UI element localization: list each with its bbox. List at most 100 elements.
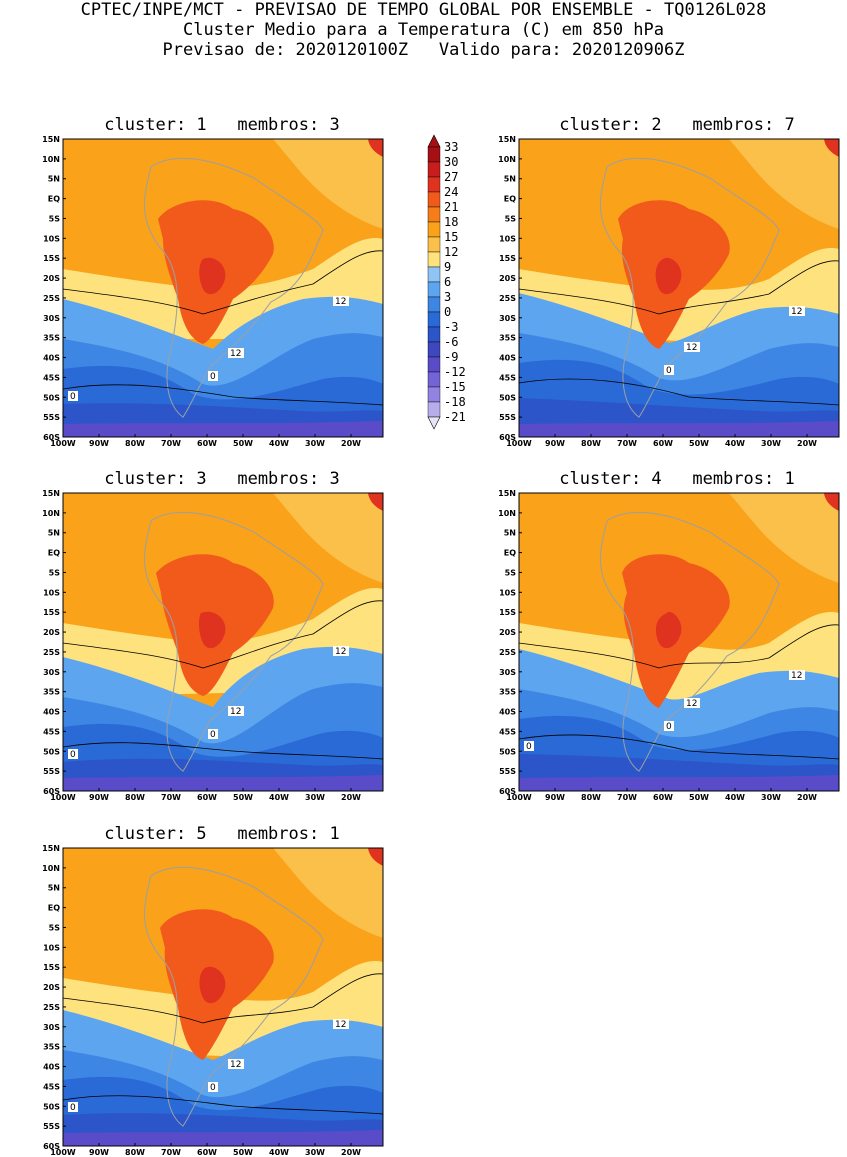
x-tick-label: 50W [233, 1148, 253, 1157]
contour-label-bg [208, 729, 218, 739]
coastline [144, 511, 324, 772]
contour-12 [62, 600, 384, 669]
hot-spot [199, 966, 226, 1004]
x-tick-label: 40W [725, 439, 745, 448]
y-tick-label: 15S [499, 254, 516, 263]
y-tick-label: 10S [499, 588, 516, 597]
y-tick-label: EQ [48, 904, 60, 913]
y-tick-label: 50S [43, 393, 60, 402]
y-tick-label: 15N [498, 489, 516, 498]
contour-label-bg [684, 342, 700, 352]
y-tick-label: 30S [43, 668, 60, 677]
contour-label: 12 [230, 349, 241, 359]
mild-region [729, 493, 839, 583]
mild-region [273, 848, 383, 938]
map-panel-4: 12 12 0 0 15N 10N 5N EQ 5S 10S 15S 20S 25S 30S 35S 40S 4… [498, 489, 840, 802]
contour-label-bg [68, 391, 78, 401]
x-tick-label: 30W [305, 793, 325, 802]
colorbar-bottom-arrow [427, 416, 441, 430]
purple-region [519, 775, 839, 791]
contour-0 [518, 734, 840, 760]
x-tick-label: 60W [653, 439, 673, 448]
y-tick-label: 30S [499, 668, 516, 677]
contour-12 [62, 250, 384, 315]
y-tick-label: 5S [49, 214, 61, 223]
hot-spot [199, 257, 226, 295]
x-tick-label: 80W [125, 793, 145, 802]
map-frame [518, 492, 840, 792]
colorbar-level-label: 30 [444, 155, 458, 169]
y-tick-label: 5N [504, 529, 516, 538]
y-tick-label: 40S [43, 708, 60, 717]
x-tick-label: 40W [269, 1148, 289, 1157]
y-tick-label: 5S [49, 568, 61, 577]
y-tick-label: 55S [43, 1122, 60, 1131]
x-tick-label: 80W [125, 439, 145, 448]
y-tick-label: 15S [43, 963, 60, 972]
y-tick-label: 60S [499, 433, 516, 442]
colorbar-swatch [427, 386, 441, 403]
contour-12 [518, 624, 840, 669]
purple-region [63, 775, 383, 791]
y-tick-label: 35S [43, 688, 60, 697]
panel-3-title: cluster: 3 membros: 3 [104, 469, 340, 489]
header-line-3: Previsao de: 2020120100Z Valido para: 20… [162, 40, 685, 60]
contour-label: 12 [686, 699, 697, 709]
y-tick-label: 35S [499, 334, 516, 343]
y-tick-label: 45S [499, 727, 516, 736]
y-tick-label: 45S [43, 727, 60, 736]
x-tick-label: 70W [617, 793, 637, 802]
contour-label: 12 [791, 671, 802, 681]
contour-label-bg [68, 1102, 78, 1112]
y-tick-label: 10N [498, 155, 516, 164]
colorbar-level-label: -21 [444, 410, 466, 424]
contour-label: 0 [70, 750, 76, 760]
y-tick-label: 5N [48, 175, 60, 184]
x-tick-label: 90W [89, 1148, 109, 1157]
colorbar-level-label: -3 [444, 320, 458, 334]
contour-label-bg [789, 306, 805, 316]
y-tick-label: 20S [43, 628, 60, 637]
colorbar-swatch [427, 311, 441, 328]
x-tick-label: 20W [341, 1148, 361, 1157]
y-tick-label: 50S [43, 747, 60, 756]
mild-region [729, 139, 839, 229]
y-tick-label: 15S [43, 254, 60, 263]
contour-label: 0 [70, 1103, 76, 1113]
colorbar-swatch [427, 371, 441, 388]
x-tick-label: 20W [797, 793, 817, 802]
y-tick-label: 50S [499, 747, 516, 756]
y-tick-label: 10N [498, 509, 516, 518]
contour-12 [62, 973, 384, 1024]
x-tick-label: 40W [269, 793, 289, 802]
contour-label: 0 [210, 730, 216, 740]
corner-hot-spot [368, 848, 383, 866]
contour-0 [62, 742, 384, 760]
y-tick-label: 35S [43, 334, 60, 343]
purple-region [63, 421, 383, 437]
colorbar-swatch [427, 296, 441, 313]
y-tick-label: 20S [43, 983, 60, 992]
colorbar-level-label: -12 [444, 365, 466, 379]
y-tick-label: 35S [499, 688, 516, 697]
y-tick-label: 50S [499, 393, 516, 402]
hot-spot [655, 611, 682, 649]
colorbar-level-label: -6 [444, 335, 458, 349]
x-tick-label: 90W [545, 439, 565, 448]
colorbar-top-arrow [427, 134, 441, 148]
y-tick-label: 20S [43, 274, 60, 283]
contour-label: 0 [210, 1083, 216, 1093]
mild-region [273, 139, 383, 229]
y-tick-label: 50S [43, 1102, 60, 1111]
y-tick-label: 15N [42, 489, 60, 498]
y-tick-label: 15S [43, 608, 60, 617]
colorbar-swatch [427, 341, 441, 358]
y-tick-label: 25S [43, 294, 60, 303]
x-tick-label: 30W [761, 793, 781, 802]
contour-label-bg [789, 670, 805, 680]
map-frame [62, 847, 384, 1147]
colorbar-level-label: -18 [444, 395, 466, 409]
y-tick-label: 10N [42, 864, 60, 873]
y-tick-label: 10N [42, 155, 60, 164]
hot-spot [655, 257, 682, 295]
